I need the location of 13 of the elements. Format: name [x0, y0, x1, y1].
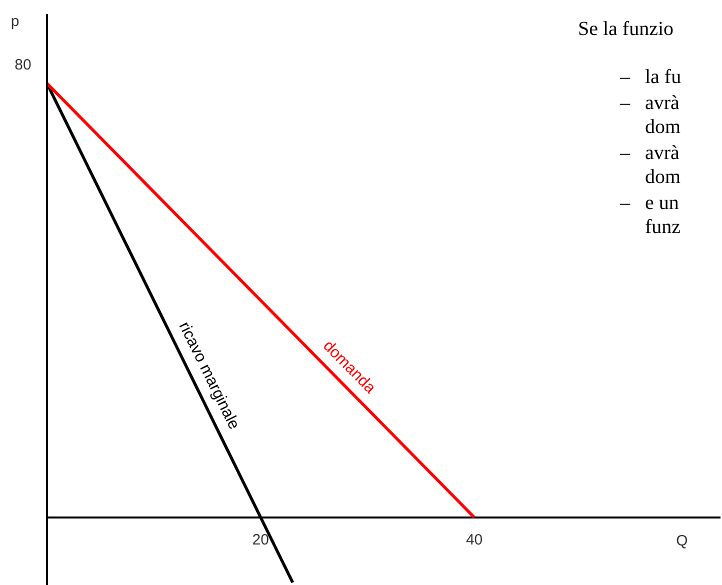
text: Se la funzio — [578, 18, 674, 41]
annotation: – avrà — [620, 92, 680, 115]
annotation: dom — [644, 116, 681, 139]
annotation: – la fu — [620, 66, 682, 89]
annotation: – avrà — [620, 142, 680, 165]
x-tick-label: 40 — [466, 532, 483, 549]
annotation: 80 — [14, 56, 32, 74]
y-axis-title: p — [10, 13, 20, 30]
annotation: funz — [644, 216, 681, 239]
annotation: dom — [644, 166, 681, 189]
x-tick-label: 20 — [252, 532, 269, 549]
annotation: – e un — [620, 192, 679, 215]
x-axis-title: Q — [676, 532, 688, 550]
